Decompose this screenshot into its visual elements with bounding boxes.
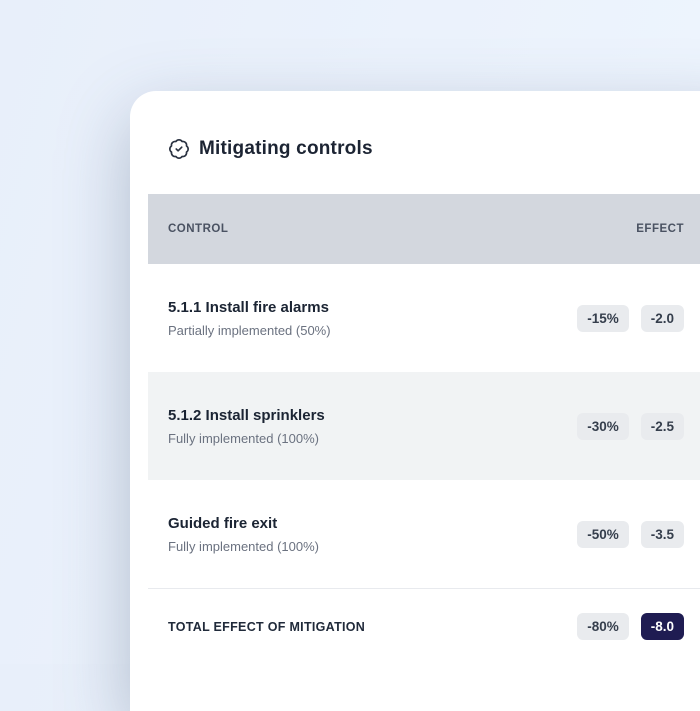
control-name: 5.1.2 Install sprinklers xyxy=(168,406,325,424)
total-effect-cell: -80% -8.0 xyxy=(577,613,684,640)
control-cell: 5.1.1 Install fire alarms Partially impl… xyxy=(168,299,331,338)
effect-value-badge: -3.5 xyxy=(640,520,684,548)
table-row: 5.1.2 Install sprinklers Fully implement… xyxy=(148,372,700,480)
effect-percent-badge: -50% xyxy=(577,520,629,548)
total-row: TOTAL EFFECT OF MITIGATION -80% -8.0 xyxy=(148,588,700,664)
controls-table: CONTROL EFFECT 5.1.1 Install fire alarms… xyxy=(148,194,700,664)
column-header-control: CONTROL xyxy=(168,223,229,235)
table-row: Guided fire exit Fully implemented (100%… xyxy=(148,480,700,588)
effect-cell: -50% -3.5 xyxy=(577,520,684,548)
total-effect-percent-badge: -80% xyxy=(577,613,629,640)
effect-value-badge: -2.5 xyxy=(640,412,684,440)
table-header-row: CONTROL EFFECT xyxy=(148,194,700,264)
column-header-effect: EFFECT xyxy=(636,223,684,235)
control-cell: 5.1.2 Install sprinklers Fully implement… xyxy=(168,407,325,446)
total-label: TOTAL EFFECT OF MITIGATION xyxy=(168,619,366,634)
card-header: Mitigating controls xyxy=(130,91,700,160)
effect-percent-badge: -15% xyxy=(577,304,629,332)
badge-check-icon xyxy=(168,138,190,160)
control-name: Guided fire exit xyxy=(168,514,278,532)
effect-value-badge: -2.0 xyxy=(640,304,684,332)
effect-percent-badge: -30% xyxy=(577,412,629,440)
control-name: 5.1.1 Install fire alarms xyxy=(168,298,329,316)
control-status: Fully implemented (100%) xyxy=(168,538,320,554)
control-status: Fully implemented (100%) xyxy=(168,430,320,446)
effect-cell: -30% -2.5 xyxy=(577,412,684,440)
effect-cell: -15% -2.0 xyxy=(577,304,684,332)
mitigating-controls-card: Mitigating controls CONTROL EFFECT 5.1.1… xyxy=(130,91,700,711)
total-effect-value-badge: -8.0 xyxy=(640,613,684,640)
card-title: Mitigating controls xyxy=(199,138,373,159)
control-cell: Guided fire exit Fully implemented (100%… xyxy=(168,515,319,554)
table-row: 5.1.1 Install fire alarms Partially impl… xyxy=(148,264,700,372)
control-status: Partially implemented (50%) xyxy=(168,322,331,338)
